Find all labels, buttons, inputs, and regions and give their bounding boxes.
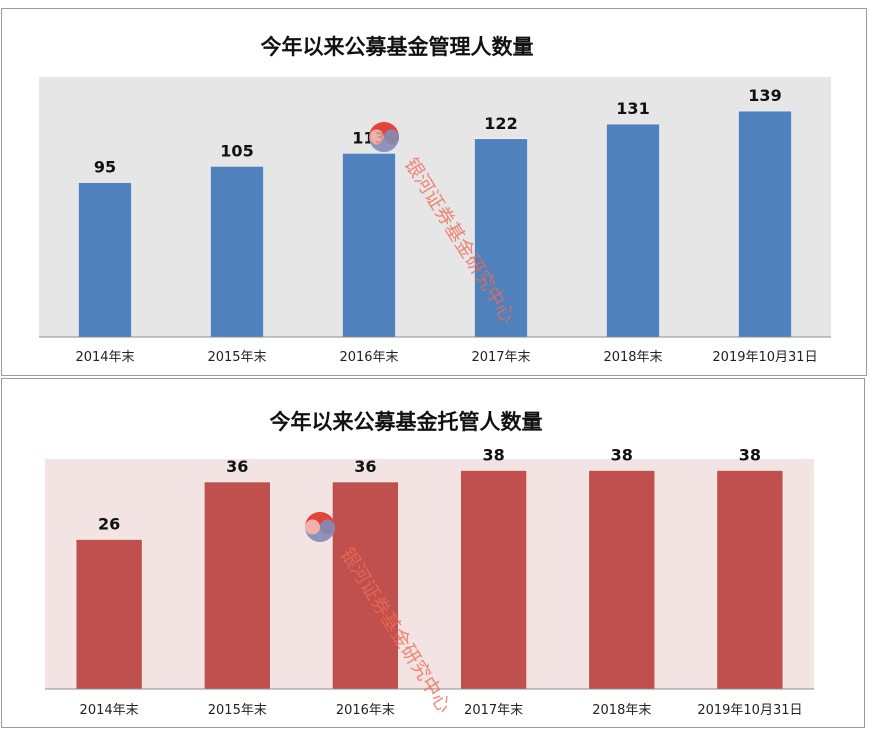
x-tick-label: 2019年10月31日	[697, 703, 802, 718]
x-tick-label: 2016年末	[339, 350, 398, 365]
x-tick-label: 2014年末	[75, 350, 134, 365]
data-label: 139	[748, 86, 781, 105]
galaxy-logo-icon	[305, 512, 335, 542]
data-label: 95	[94, 158, 116, 177]
x-tick-label: 2015年末	[208, 703, 267, 718]
bar	[204, 481, 271, 690]
data-label: 105	[220, 141, 253, 160]
x-tick-label: 2018年末	[592, 703, 651, 718]
bar	[738, 110, 792, 338]
x-tick-label: 2016年末	[336, 703, 395, 718]
bar	[588, 470, 656, 690]
data-label: 122	[484, 114, 517, 133]
bar	[460, 470, 527, 690]
chart-panel-custodians: 今年以来公募基金托管人数量 26 36 36 38 38 38 2014年末 2015年末 2…	[1, 378, 865, 728]
x-tick-label: 2019年10月31日	[712, 350, 817, 365]
x-tick-label: 2017年末	[464, 703, 523, 718]
bar	[210, 166, 264, 338]
data-label: 36	[226, 457, 248, 476]
chart-title: 今年以来公募基金管理人数量	[261, 34, 534, 59]
chart-title: 今年以来公募基金托管人数量	[270, 409, 543, 434]
data-label: 38	[611, 446, 633, 465]
chart-panel-managers: 今年以来公募基金管理人数量 95 105 113 122 131 139 2014年末 20…	[1, 8, 867, 376]
data-label: 131	[616, 99, 649, 118]
bar	[332, 481, 399, 690]
galaxy-logo-icon	[369, 122, 399, 152]
x-tick-label: 2015年末	[207, 350, 266, 365]
bar	[606, 123, 660, 338]
bar-group: 26 36 36 38 38 38	[75, 446, 784, 690]
x-axis-ticks: 2014年末 2015年末 2016年末 2017年末 2018年末 2019年10月31…	[80, 703, 803, 718]
bar	[342, 153, 396, 338]
plot-area	[45, 459, 814, 689]
bar	[716, 470, 784, 690]
bar	[75, 539, 143, 690]
x-tick-label: 2017年末	[471, 350, 530, 365]
data-label: 36	[354, 457, 376, 476]
x-tick-label: 2014年末	[80, 703, 139, 718]
data-label: 38	[482, 446, 504, 465]
x-axis-ticks: 2014年末 2015年末 2016年末 2017年末 2018年末 2019年10月31…	[75, 350, 817, 365]
x-tick-label: 2018年末	[603, 350, 662, 365]
data-label: 26	[98, 515, 120, 534]
bar	[474, 138, 528, 338]
plot-area	[39, 77, 831, 337]
data-label: 38	[739, 446, 761, 465]
bar	[78, 182, 132, 338]
